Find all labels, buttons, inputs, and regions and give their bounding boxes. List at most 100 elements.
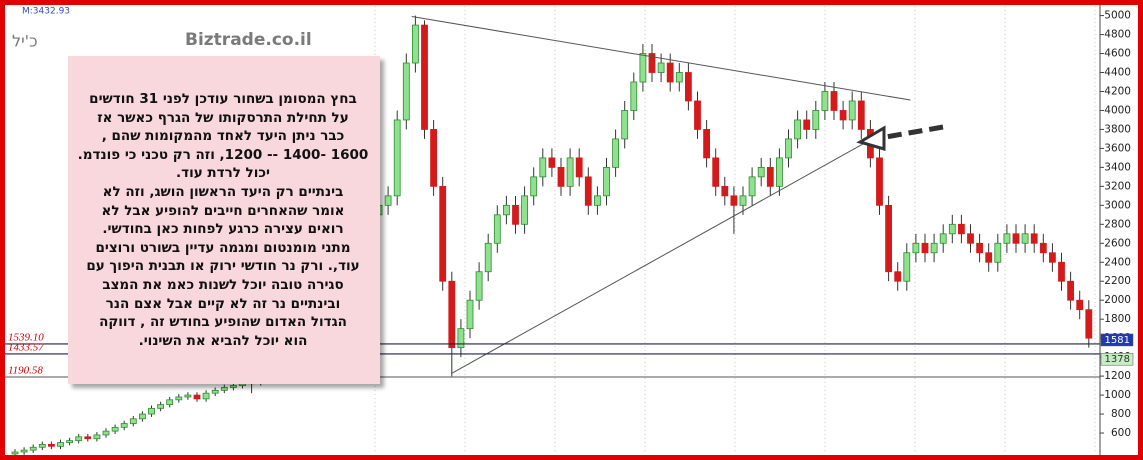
candle-body <box>229 385 237 388</box>
candle-body <box>402 62 410 121</box>
candle-body <box>439 185 447 282</box>
price-marker-label: 1378 <box>1105 354 1130 365</box>
candle-body <box>1049 252 1056 263</box>
candle-body <box>1021 233 1029 244</box>
y-tick-label: 3800 <box>1104 123 1131 135</box>
candle-body <box>675 72 683 83</box>
level-label: 1539.10 <box>8 331 44 343</box>
candle-body <box>1067 280 1074 301</box>
symbol: כ'יל <box>12 32 38 51</box>
candle-body <box>530 176 538 197</box>
candle-body <box>575 157 583 178</box>
y-tick-label: 3200 <box>1104 180 1131 192</box>
candle-body <box>120 423 128 428</box>
candle-body <box>75 436 83 442</box>
candle-body <box>776 157 783 187</box>
candle-body <box>548 157 556 168</box>
candle-body <box>948 223 956 235</box>
y-tick-label: 4600 <box>1104 48 1131 60</box>
candle-body <box>730 195 738 206</box>
candle-body <box>1085 309 1093 339</box>
candle-body <box>821 91 829 111</box>
candle-body <box>557 166 565 187</box>
candle-body <box>712 157 720 187</box>
candle-body <box>1039 242 1047 254</box>
note-line: רואים עצירה כרגע לפחות כאן בחודשי. <box>102 221 344 238</box>
note-line: כבר ניתן היעד לאחד מהמקומות שהם , <box>101 128 345 145</box>
candle-body <box>29 446 37 451</box>
trendline <box>451 139 871 374</box>
note-line: ובינתיים נר זה לא קיים אבל אצם הנר <box>105 295 341 312</box>
y-tick-label: 2600 <box>1104 237 1131 249</box>
candle-body <box>630 81 638 111</box>
note-line: מתני מומנטום ומגמה עדיין בשורט ורוצים <box>95 239 351 256</box>
candle-body <box>612 138 619 168</box>
candle-body <box>202 392 210 400</box>
note-line: אומר שהאחרים חייבים להופיע אבל לא <box>101 202 345 219</box>
note-line: יכול לרדת עוד. <box>176 165 270 182</box>
candle-body <box>694 100 701 130</box>
candle-body <box>757 166 765 178</box>
candle-body <box>903 252 911 282</box>
note-line: בחץ המסומן בשחור עודכן לפני 31 חודשים <box>89 91 357 107</box>
candle-body <box>93 434 101 440</box>
y-tick-label: 1800 <box>1104 313 1131 325</box>
y-tick-label: 4000 <box>1104 104 1131 116</box>
candle-body <box>38 444 46 448</box>
candle-body <box>812 110 820 130</box>
y-tick-label: 600 <box>1111 427 1131 439</box>
header: M:3432.93 <box>22 7 70 17</box>
candle-body <box>848 100 856 121</box>
candle-body <box>1058 261 1065 282</box>
candle-body <box>666 62 674 83</box>
note-line: על תחילת התרסקותו של הגרף כאשר אז <box>97 109 349 126</box>
candle-body <box>57 442 64 447</box>
y-tick-label: 3000 <box>1104 199 1131 211</box>
candle-body <box>521 195 528 225</box>
candle-body <box>129 418 137 424</box>
candle-body <box>912 242 920 254</box>
note-line: הוא יוכל להביא את השינוי. <box>138 332 308 349</box>
candle-body <box>84 436 92 440</box>
candle-body <box>839 110 847 121</box>
candle-body <box>1030 233 1038 244</box>
candle-body <box>967 233 974 244</box>
candle-body <box>20 449 28 453</box>
y-tick-label: 2400 <box>1104 256 1131 268</box>
candle-body <box>411 24 419 64</box>
arrow-shaft <box>879 124 944 141</box>
candle-body <box>621 110 629 140</box>
candle-body <box>803 119 811 130</box>
candle-body <box>685 72 692 102</box>
candle-body <box>1003 233 1011 244</box>
candle-body <box>220 387 228 391</box>
y-tick-label: 2200 <box>1104 275 1131 287</box>
candle-body <box>594 195 601 206</box>
candle-body <box>976 242 983 254</box>
candle-body <box>994 242 1002 263</box>
note-box: בחץ המסומן בשחור עודכן לפני 31 חודשים על … <box>68 56 380 384</box>
candle-body <box>493 214 501 244</box>
candle-body <box>457 328 465 349</box>
candle-body <box>166 399 174 405</box>
arrow <box>856 124 944 151</box>
y-tick-label: 1000 <box>1104 389 1131 401</box>
y-tick-label: 3600 <box>1104 142 1131 154</box>
price-marker <box>1100 333 1134 347</box>
candle-body <box>175 396 183 401</box>
note-line: עוד,. ורק נר חודשי ירוק או תבנית היפוך ע… <box>86 258 360 275</box>
note-line: בינתיים רק היעד הראשון הושג, וזה לא <box>102 183 344 200</box>
candle-body <box>985 252 993 263</box>
candle-body <box>157 404 165 409</box>
trendline <box>411 16 911 101</box>
y-tick-label: 2800 <box>1104 218 1131 230</box>
candle-body <box>184 394 192 398</box>
candle-body <box>1012 233 1020 244</box>
candle-body <box>921 242 929 254</box>
candle-body <box>648 53 656 73</box>
candle-body <box>857 100 865 130</box>
note-line: סגירה טובה יוכל לשנות כאמ את המצב <box>102 276 344 293</box>
candle-body <box>748 176 756 197</box>
level-label: 1190.58 <box>8 365 43 377</box>
